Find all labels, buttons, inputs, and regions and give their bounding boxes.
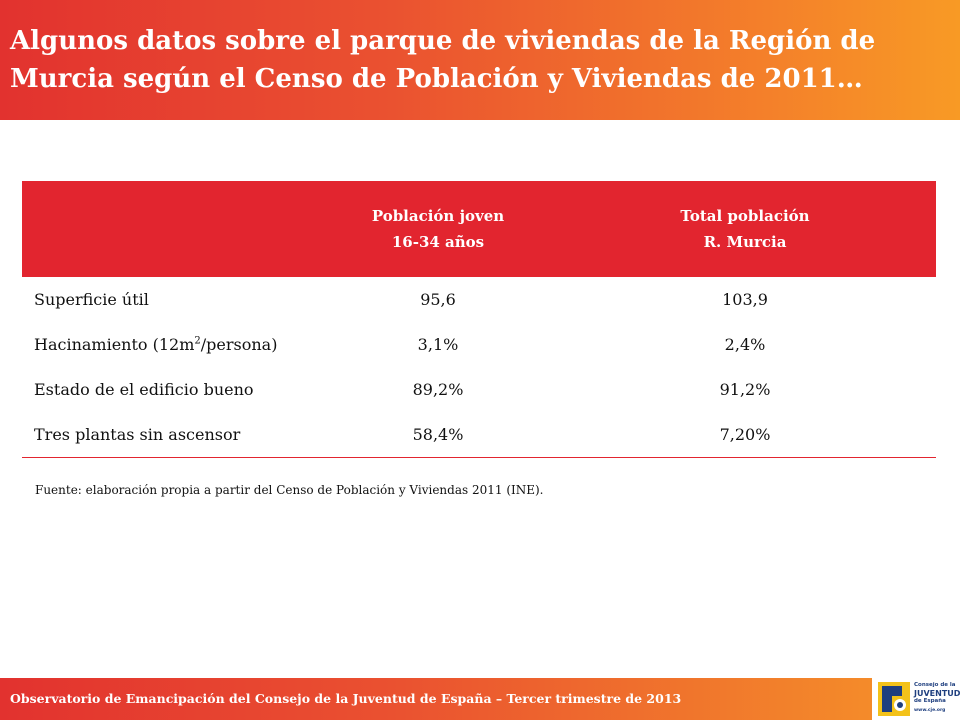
page-title: Algunos datos sobre el parque de viviend… [10, 26, 876, 94]
row-value-total: 103,9 [722, 290, 768, 309]
row-label-superscript: 2 [194, 335, 201, 347]
logo-line3: de España [914, 698, 946, 704]
row-label: Superficie útil [34, 290, 149, 309]
row-value-total: 91,2% [719, 380, 771, 399]
row-label-suffix: /persona) [200, 335, 278, 354]
header-banner: Algunos datos sobre el parque de viviend… [0, 0, 960, 120]
header-total-poblacion: Total población R. Murcia [554, 181, 936, 277]
logo-line2: JUVENTUD [914, 689, 960, 698]
footer-bar: Observatorio de Emancipación del Consejo… [0, 678, 872, 720]
logo-line1: Consejo de la [914, 682, 956, 688]
housing-data-table: Población joven 16-34 años Total poblaci… [22, 181, 936, 458]
logo-url: www.cje.org [914, 708, 946, 713]
table-row: Hacinamiento (12m2/persona) 3,1% 2,4% [22, 322, 936, 367]
table-row: Tres plantas sin ascensor 58,4% 7,20% [22, 412, 936, 458]
header-total-poblacion-line1: Total población [680, 207, 810, 225]
row-value-total: 7,20% [554, 412, 936, 458]
row-value-joven: 58,4% [322, 412, 554, 458]
row-label-main: Hacinamiento (12m [34, 335, 195, 354]
header-total-poblacion-line2: R. Murcia [703, 233, 787, 251]
row-value-joven: 95,6 [420, 290, 456, 309]
row-label: Estado de el edificio bueno [34, 380, 254, 399]
row-value-joven: 3,1% [417, 335, 459, 354]
cje-logo: Consejo de la JUVENTUD de España www.cje… [874, 678, 960, 720]
source-note: Fuente: elaboración propia a partir del … [35, 483, 544, 497]
header-empty-cell [22, 181, 322, 277]
cje-logo-icon [878, 682, 910, 716]
row-value-joven: 89,2% [412, 380, 464, 399]
row-label: Tres plantas sin ascensor [22, 412, 322, 458]
cje-logo-text: Consejo de la JUVENTUD de España www.cje… [914, 682, 960, 714]
row-label: Hacinamiento (12m2/persona) [22, 322, 322, 367]
row-value-total: 2,4% [724, 335, 766, 354]
footer-text: Observatorio de Emancipación del Consejo… [10, 691, 682, 706]
header-poblacion-joven: Población joven 16-34 años [322, 181, 554, 277]
table-row: Superficie útil 95,6 103,9 [22, 277, 936, 322]
header-poblacion-joven-line1: Población joven [371, 207, 505, 225]
table-row: Estado de el edificio bueno 89,2% 91,2% [22, 367, 936, 412]
header-poblacion-joven-line2: 16-34 años [391, 233, 485, 251]
table-header-row: Población joven 16-34 años Total poblaci… [22, 181, 936, 277]
